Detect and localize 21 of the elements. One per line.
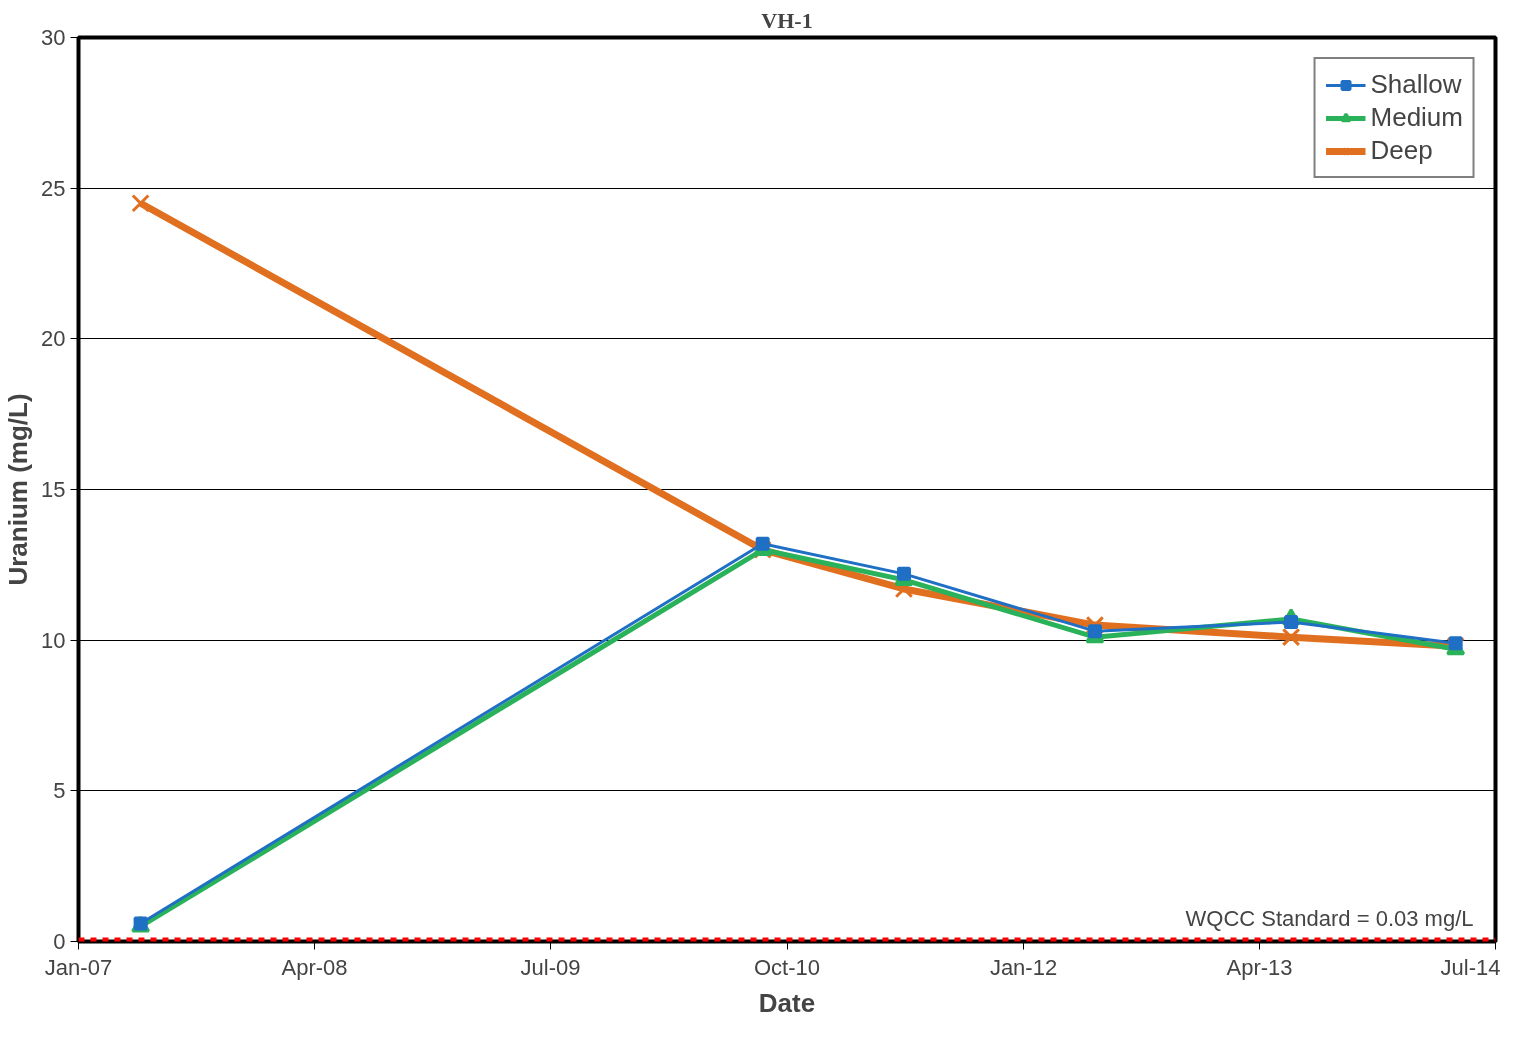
x-tick-label: Jan-12	[989, 954, 1058, 980]
x-tick-label: Oct-10	[753, 954, 821, 980]
chart-title: VH-1	[761, 7, 813, 33]
legend-label: Shallow	[1370, 69, 1462, 100]
legend-label: Medium	[1370, 102, 1463, 133]
legend-label: Deep	[1370, 135, 1433, 166]
y-tick-label: 20	[41, 326, 66, 352]
y-tick-label: 10	[41, 627, 66, 653]
y-tick-label: 25	[41, 175, 66, 201]
ref-line-label: WQCC Standard = 0.03 mg/L	[1185, 905, 1474, 931]
y-tick-label: 0	[53, 929, 66, 954]
x-tick-label: Apr-08	[281, 954, 348, 980]
x-tick-label: Jul-14	[1440, 954, 1501, 980]
x-tick-label: Apr-13	[1226, 954, 1293, 980]
y-tick-label: 15	[41, 477, 66, 502]
y-tick-label: 30	[41, 25, 66, 50]
x-tick-label: Jan-07	[44, 954, 113, 980]
x-tick-label: Jul-09	[520, 954, 581, 980]
y-axis-title: Uranium (mg/L)	[3, 393, 34, 586]
x-axis-title: Date	[758, 987, 816, 1018]
y-tick-label: 5	[53, 778, 66, 804]
